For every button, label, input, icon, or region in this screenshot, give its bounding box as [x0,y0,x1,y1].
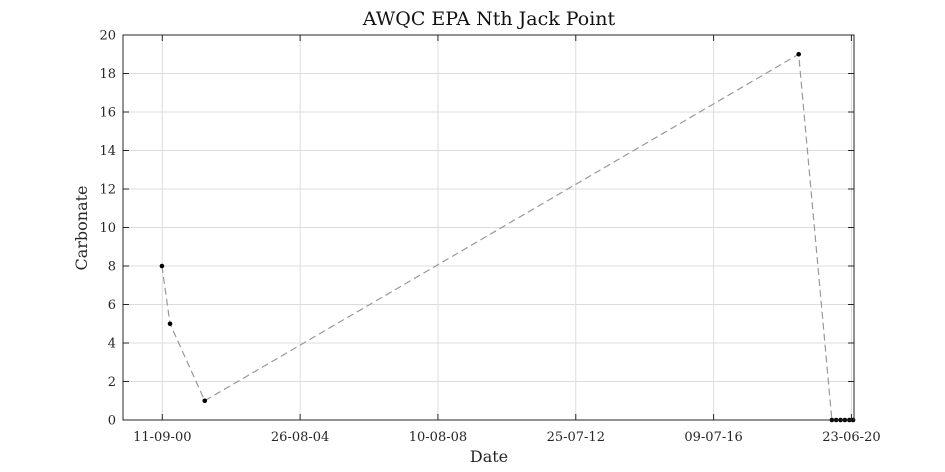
y-tick-label: 14 [99,144,116,159]
y-tick-label: 16 [99,106,116,121]
y-axis-title: Carbonate [72,185,91,270]
grid [123,34,854,421]
y-tick-label: 0 [108,414,116,429]
x-tick-label: 09-07-16 [684,430,742,445]
y-tick-label: 8 [108,260,116,275]
data-point [796,51,801,57]
x-tick-label: 11-09-00 [133,430,191,445]
y-tick-label: 18 [99,67,116,82]
x-axis-title: Date [470,447,508,466]
x-tick-label: 26-08-04 [271,430,329,445]
x-tick-label: 25-07-12 [547,430,605,445]
x-tick-label: 23-06-20 [822,430,880,445]
y-tick-label: 4 [108,337,116,352]
chart-title: AWQC EPA Nth Jack Point [362,8,616,30]
data-point [202,398,208,404]
y-tick-label: 10 [99,221,116,236]
data-point [159,263,165,269]
y-axis: 0 2 4 6 8 10 12 14 16 18 20 [99,29,854,429]
y-tick-label: 2 [108,375,116,390]
x-tick-label: 10-08-08 [409,430,467,445]
data-point [167,321,173,327]
y-tick-label: 6 [108,298,116,313]
x-axis: 11-09-00 26-08-04 10-08-08 25-07-12 09-07-16… [133,35,881,445]
y-tick-label: 20 [99,29,116,44]
y-tick-label: 12 [99,183,116,198]
